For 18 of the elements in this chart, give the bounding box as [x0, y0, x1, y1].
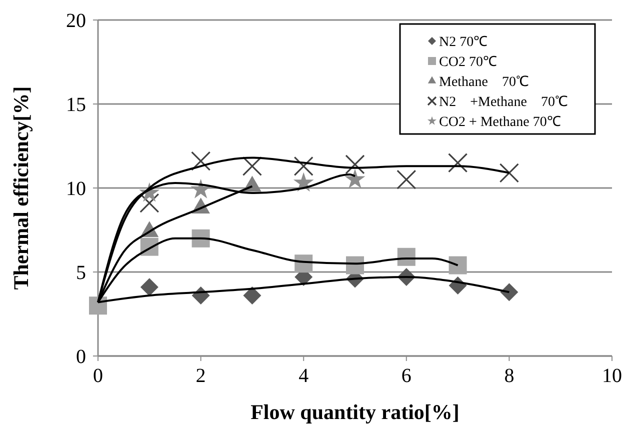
- x-tick-label: 4: [298, 365, 309, 387]
- y-tick-label: 15: [66, 94, 86, 116]
- x-tick-label: 6: [401, 365, 412, 387]
- x-tick-label: 2: [196, 365, 206, 387]
- y-tick-label: 5: [76, 262, 86, 284]
- x-axis-title: Flow quantity ratio[%]: [250, 400, 460, 424]
- y-tick-label: 0: [76, 346, 86, 368]
- y-tick-label: 10: [66, 178, 86, 200]
- y-axis-title: Thermal efficiency[%]: [9, 86, 33, 290]
- y-tick-label: 20: [66, 10, 86, 32]
- legend-label: CO2 + Methane 70℃: [439, 114, 561, 130]
- x-tick-label: 10: [602, 365, 622, 387]
- legend-label: CO2 70℃: [439, 54, 497, 70]
- legend-label: N2 70℃: [439, 34, 488, 50]
- legend-label: Methane 70℃: [439, 74, 529, 90]
- x-tick-label: 0: [93, 365, 103, 387]
- x-tick-label: 8: [504, 365, 514, 387]
- legend-label: N2 +Methane 70℃: [439, 94, 568, 110]
